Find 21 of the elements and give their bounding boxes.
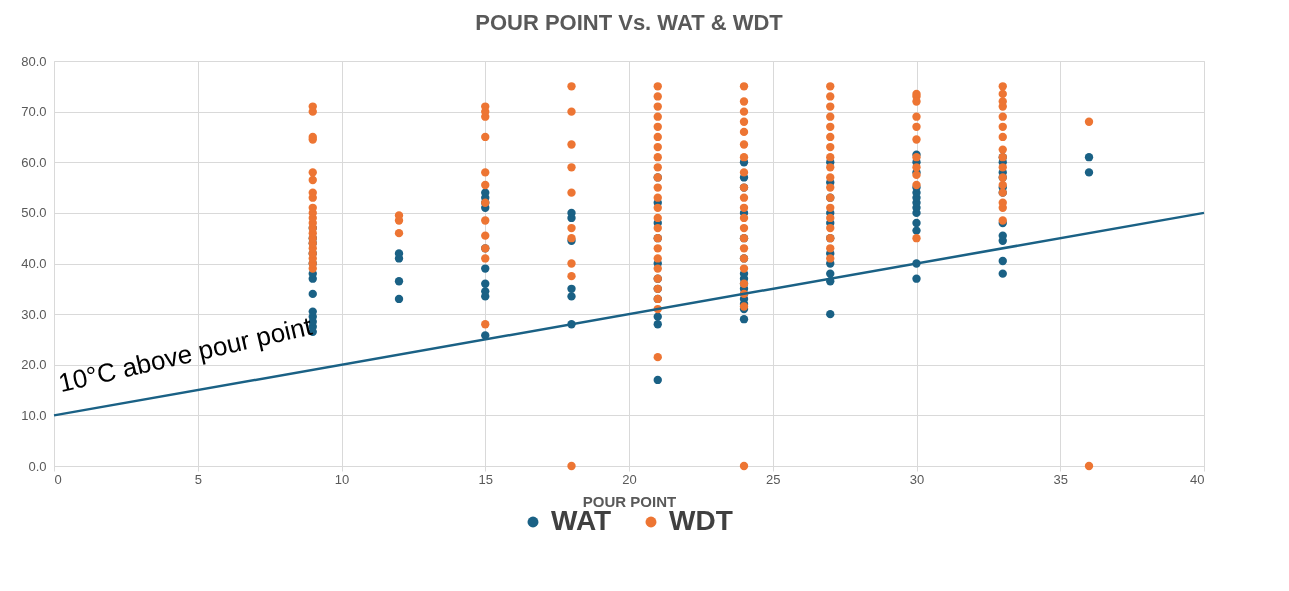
y-tick-label: 0.0 <box>28 458 47 474</box>
x-tick-label: 25 <box>766 471 781 487</box>
x-tick-label: 40 <box>1190 471 1205 487</box>
x-tick-label: 5 <box>194 471 202 487</box>
x-tick-label: 20 <box>622 471 637 487</box>
x-axis-title: POUR POINT <box>582 492 677 510</box>
y-tick-label: 60.0 <box>21 154 47 170</box>
y-tick-label: 50.0 <box>21 205 47 221</box>
x-tick-label: 10 <box>334 471 350 487</box>
y-tick-label: 40.0 <box>21 256 47 271</box>
y-tick-label: 80.0 <box>21 53 47 69</box>
y-tick-label: 30.0 <box>21 306 47 322</box>
y-tick-label: 70.0 <box>21 104 47 120</box>
x-tick-label: 30 <box>909 471 925 487</box>
x-tick-label: 0 <box>54 471 62 487</box>
chart-title: POUR POINT Vs. WAT & WDT <box>475 10 784 35</box>
annotation: 10°C above pour point <box>55 310 316 399</box>
y-tick-label: 20.0 <box>21 357 47 373</box>
y-tick-label: 10.0 <box>21 407 47 423</box>
x-tick-label: 15 <box>478 471 493 487</box>
x-tick-label: 35 <box>1053 471 1068 487</box>
